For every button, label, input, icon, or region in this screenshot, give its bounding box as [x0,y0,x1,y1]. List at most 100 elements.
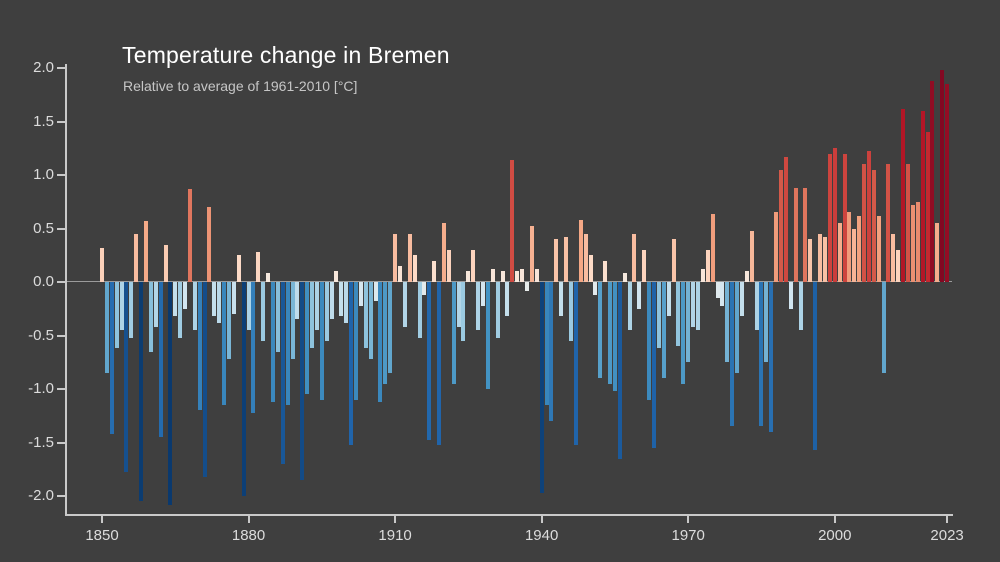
bar-1985 [759,282,764,427]
bar-1972 [695,282,700,331]
bar-1983 [749,230,754,282]
bar-1996 [813,282,818,450]
bar-1940 [539,282,544,493]
bar-1955 [612,282,617,392]
bar-2018 [920,110,925,282]
y-tick-label-0.0: 0.0 [33,273,54,290]
bar-1936 [520,269,525,282]
bar-1991 [788,282,793,309]
x-tick-label-2000: 2000 [818,527,852,544]
bar-1999 [827,153,832,282]
bar-2002 [842,153,847,282]
bar-1933 [505,282,510,317]
bar-1871 [202,282,207,477]
bar-1856 [129,282,134,338]
y-tick--1.5 [57,441,65,444]
bar-1891 [300,282,305,480]
bar-2008 [871,169,876,282]
bar-1870 [197,282,202,411]
bar-1876 [227,282,231,360]
bar-1908 [383,282,388,384]
y-tick-label--0.5: -0.5 [28,326,54,344]
bar-1873 [212,282,217,317]
bar-1872 [207,207,212,282]
bar-1934 [510,160,515,282]
bar-1987 [769,282,774,432]
bar-2005 [857,215,862,282]
x-tick-1910 [394,516,397,523]
bar-1938 [529,226,534,282]
bar-1973 [700,269,705,282]
y-tick-label-1.5: 1.5 [33,112,54,130]
bar-1984 [754,282,759,331]
bar-1894 [314,282,319,331]
bar-1890 [295,282,300,320]
bar-1967 [671,239,676,282]
bar-2007 [866,151,871,282]
bar-1855 [124,282,129,473]
bar-1910 [393,233,398,282]
bar-2017 [915,201,920,282]
bar-1881 [251,282,256,413]
bar-1952 [598,282,603,379]
bar-1968 [676,282,681,347]
bar-1911 [397,265,402,282]
bar-1963 [652,282,656,448]
bar-1899 [339,282,344,317]
bar-1917 [427,282,432,441]
bar-1896 [324,282,329,341]
bar-1979 [730,282,735,427]
bar-1883 [261,282,266,341]
bar-1932 [500,271,505,282]
bar-2006 [862,164,867,282]
bar-1962 [647,282,652,400]
bar-1905 [368,282,373,360]
y-axis-line [65,64,67,515]
y-tick--0.5 [57,334,65,337]
bar-1946 [568,282,573,341]
bar-1950 [588,255,593,282]
bar-1929 [485,282,490,389]
bar-1944 [559,282,564,317]
x-tick-2000 [833,516,836,523]
bar-1914 [412,255,417,282]
bar-1909 [388,282,393,373]
bar-1925 [466,271,471,282]
bar-1921 [446,249,451,282]
bar-1941 [544,282,549,406]
bar-1954 [608,282,613,384]
bar-1863 [163,244,168,282]
bar-1997 [818,233,823,282]
bar-1974 [705,249,710,282]
bar-1861 [153,282,158,327]
y-tick-label--1.5: -1.5 [28,433,54,451]
bar-1854 [119,282,124,331]
bar-1993 [798,282,803,331]
bar-1976 [715,282,720,299]
bar-1880 [246,282,251,331]
x-tick-1880 [247,516,250,523]
bar-1995 [808,239,813,282]
bar-1868 [187,188,192,282]
bar-1926 [471,249,476,282]
bar-1915 [417,282,422,338]
bar-1900 [344,282,349,323]
bar-1930 [490,269,495,282]
bar-1969 [681,282,686,384]
x-tick-1850 [101,516,103,523]
bar-1924 [461,282,466,341]
y-tick-label-0.5: 0.5 [33,219,54,237]
bar-1919 [437,282,442,445]
bar-1970 [686,282,691,363]
bar-1928 [481,282,486,306]
bar-2015 [906,164,911,282]
bar-1895 [319,282,324,400]
x-tick-label-1880: 1880 [231,527,266,544]
bar-1935 [515,271,520,282]
bar-1942 [549,282,554,422]
bar-2016 [910,204,915,282]
bar-1885 [270,282,275,402]
x-tick-label-1850: 1850 [85,527,119,544]
x-tick-label-1970: 1970 [671,527,705,544]
bar-1939 [534,269,539,282]
